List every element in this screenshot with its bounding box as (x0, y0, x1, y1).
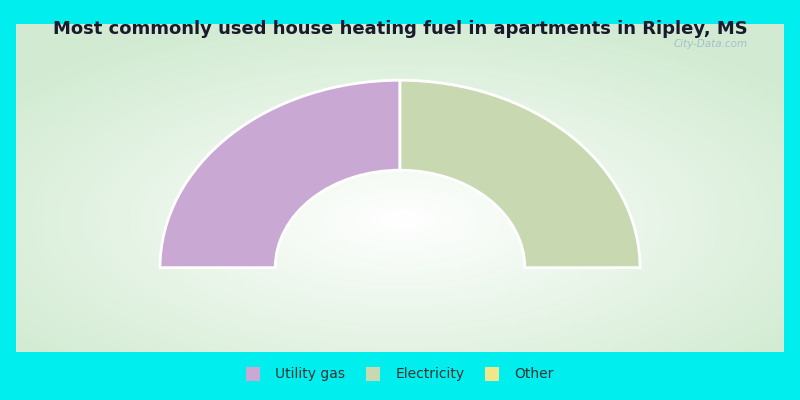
Text: City-Data.com: City-Data.com (674, 39, 748, 49)
Legend: Utility gas, Electricity, Other: Utility gas, Electricity, Other (241, 361, 559, 387)
Text: Most commonly used house heating fuel in apartments in Ripley, MS: Most commonly used house heating fuel in… (53, 20, 747, 38)
Wedge shape (160, 80, 400, 268)
Wedge shape (400, 80, 640, 268)
